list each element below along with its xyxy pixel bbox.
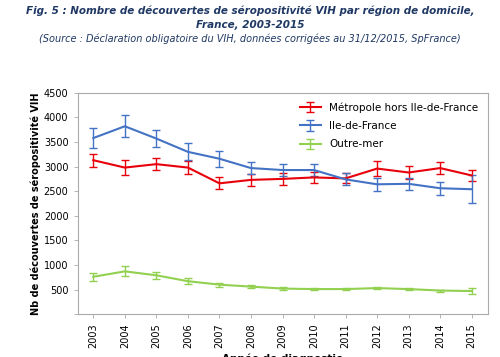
X-axis label: Année de diagnostic: Année de diagnostic <box>222 353 342 357</box>
Text: Fig. 5 : Nombre de découvertes de séropositivité VIH par région de domicile,: Fig. 5 : Nombre de découvertes de séropo… <box>26 5 474 16</box>
Y-axis label: Nb de découvertes de séropositivité VIH: Nb de découvertes de séropositivité VIH <box>30 92 41 315</box>
Text: France, 2003-2015: France, 2003-2015 <box>196 20 304 30</box>
Legend: Métropole hors Ile-de-France, Ile-de-France, Outre-mer: Métropole hors Ile-de-France, Ile-de-Fra… <box>296 98 482 154</box>
Text: (Source : Déclaration obligatoire du VIH, données corrigées au 31/12/2015, SpFra: (Source : Déclaration obligatoire du VIH… <box>39 34 461 44</box>
